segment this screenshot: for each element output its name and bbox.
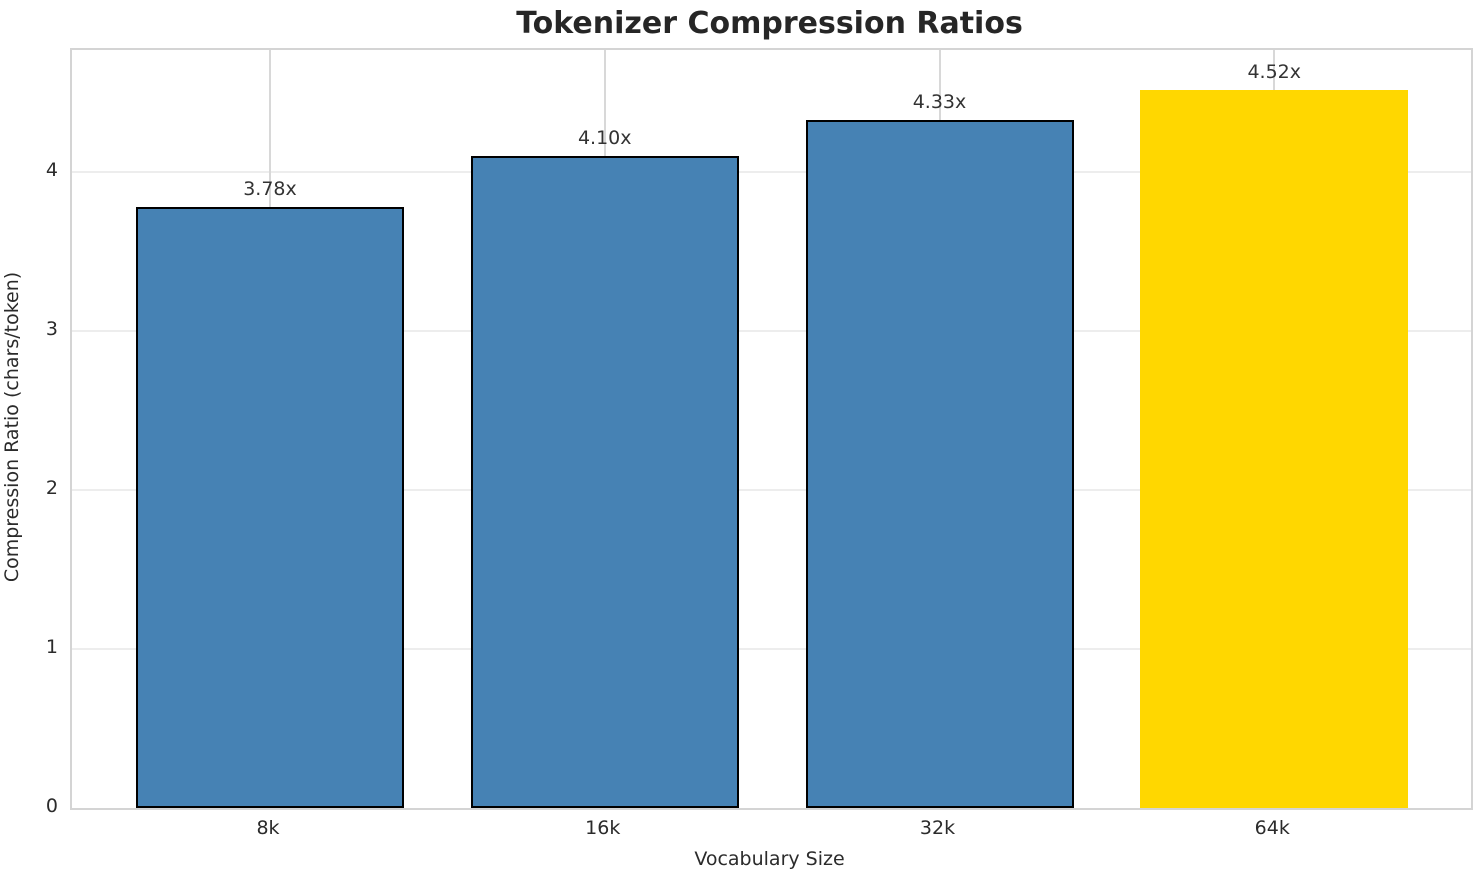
x-tick-label-32k: 32k — [919, 817, 956, 839]
chart-title: Tokenizer Compression Ratios — [516, 6, 1023, 41]
gridline-horizontal — [72, 489, 1471, 492]
bar-value-label: 4.33x — [912, 90, 967, 113]
gridline-horizontal — [72, 648, 1471, 651]
bar-value-label: 3.78x — [243, 178, 297, 201]
x-tick-label-64k: 64k — [1254, 817, 1290, 839]
x-axis-label: Vocabulary Size — [694, 848, 845, 870]
bar-32k — [805, 119, 1074, 808]
gridline-horizontal — [72, 330, 1471, 333]
plot-area: 3.78x 4.10x 4.33x 4.52x — [70, 48, 1473, 810]
y-tick-label: 3 — [45, 318, 58, 341]
gridline-horizontal — [72, 171, 1471, 174]
y-tick-label: 2 — [45, 477, 58, 500]
bar-value-label: 4.52x — [1247, 60, 1302, 83]
bar-value-label: 4.10x — [577, 127, 632, 150]
bar-16k — [470, 156, 739, 808]
y-tick-label: 1 — [45, 636, 58, 659]
bar-8k — [136, 207, 404, 808]
x-tick-label-16k: 16k — [585, 817, 621, 839]
y-tick-label: 4 — [45, 159, 58, 182]
y-tick-label: 0 — [45, 795, 58, 817]
bar-64k — [1140, 89, 1409, 808]
x-tick-label-8k: 8k — [256, 817, 280, 839]
